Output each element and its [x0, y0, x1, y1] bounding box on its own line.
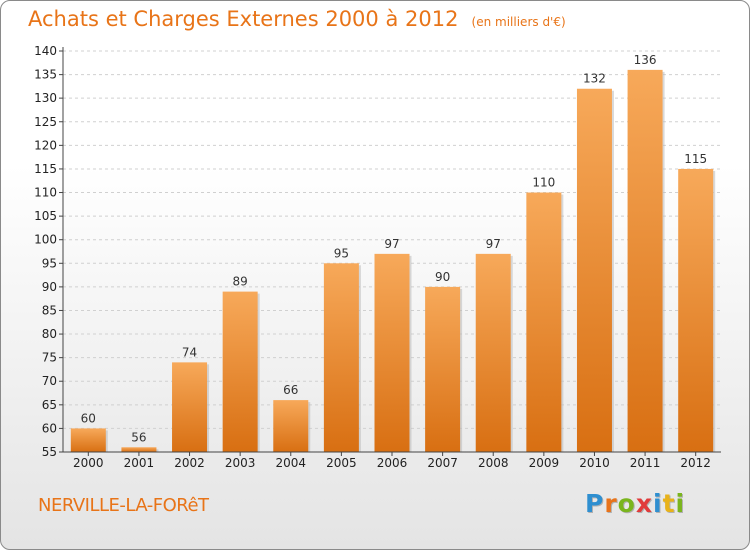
bar	[425, 286, 461, 452]
chart-unit: (en milliers d'€)	[471, 15, 566, 29]
x-tick-label: 2007	[427, 456, 458, 470]
data-label: 110	[532, 176, 555, 190]
x-tick-label: 2001	[124, 456, 155, 470]
bar	[172, 362, 208, 452]
data-label: 60	[81, 411, 96, 425]
data-label: 132	[583, 72, 606, 86]
bar	[222, 291, 258, 452]
bar	[121, 447, 157, 452]
logo-letter: r	[604, 489, 618, 518]
x-tick-label: 2003	[225, 456, 256, 470]
data-label: 74	[182, 345, 197, 359]
data-label: 115	[684, 152, 707, 166]
proxiti-logo[interactable]: Proxiti	[585, 489, 685, 518]
bar	[475, 253, 511, 452]
data-label: 95	[334, 246, 349, 260]
y-tick-label: 100	[34, 233, 57, 247]
bar	[70, 428, 106, 452]
logo-letter: t	[662, 489, 676, 518]
x-tick-label: 2009	[529, 456, 560, 470]
y-tick-label: 110	[34, 186, 57, 200]
bar	[374, 253, 410, 452]
y-tick-label: 75	[42, 351, 57, 365]
data-label: 136	[634, 53, 657, 67]
data-label: 97	[486, 237, 501, 251]
x-tick-label: 2000	[73, 456, 104, 470]
x-tick-label: 2011	[630, 456, 661, 470]
logo-letter: i	[653, 489, 663, 518]
y-tick-label: 55	[42, 445, 57, 459]
y-tick-label: 65	[42, 398, 57, 412]
chart-title-text: Achats et Charges Externes 2000 à 2012	[28, 7, 459, 31]
bar	[627, 69, 663, 452]
y-tick-label: 125	[34, 115, 57, 129]
bar	[526, 192, 562, 452]
x-tick-label: 2004	[275, 456, 306, 470]
y-tick-label: 120	[34, 138, 57, 152]
data-label: 97	[384, 237, 399, 251]
y-tick-label: 115	[34, 162, 57, 176]
y-tick-label: 140	[34, 44, 57, 58]
logo-letter: o	[617, 489, 636, 518]
chart-title: Achats et Charges Externes 2000 à 2012 (…	[28, 7, 566, 31]
y-tick-label: 95	[42, 256, 57, 270]
y-tick-label: 80	[42, 327, 57, 341]
y-tick-label: 105	[34, 209, 57, 223]
bars: 60 56 74 89 66 95 97 90 97 110 132 136 115	[70, 53, 716, 453]
logo-letter: P	[585, 489, 605, 518]
y-tick-label: 85	[42, 303, 57, 317]
x-tick-label: 2006	[377, 456, 408, 470]
x-tick-label: 2005	[326, 456, 357, 470]
x-tick-label: 2010	[579, 456, 610, 470]
y-tick-label: 70	[42, 374, 57, 388]
commune-name: NERVILLE-LA-FORêT	[38, 495, 209, 516]
y-tick-label: 60	[42, 421, 57, 435]
bar	[273, 400, 309, 452]
logo-letter: i	[675, 489, 686, 518]
logo-letter: x	[635, 489, 653, 518]
data-label: 89	[233, 275, 248, 289]
y-tick-label: 135	[34, 68, 57, 82]
x-tick-label: 2012	[680, 456, 711, 470]
data-label: 66	[283, 383, 298, 397]
axes: 55 60 65 70 75 80 85 90 95 100 105 110 115 120 125 130 1…	[34, 44, 721, 470]
x-tick-label: 2008	[478, 456, 509, 470]
x-tick-label: 2002	[174, 456, 205, 470]
data-label: 56	[131, 430, 146, 444]
bar	[576, 88, 612, 452]
bar	[323, 263, 359, 452]
data-label: 90	[435, 270, 450, 284]
bar	[678, 168, 714, 453]
y-tick-label: 90	[42, 280, 57, 294]
y-tick-label: 130	[34, 91, 57, 105]
